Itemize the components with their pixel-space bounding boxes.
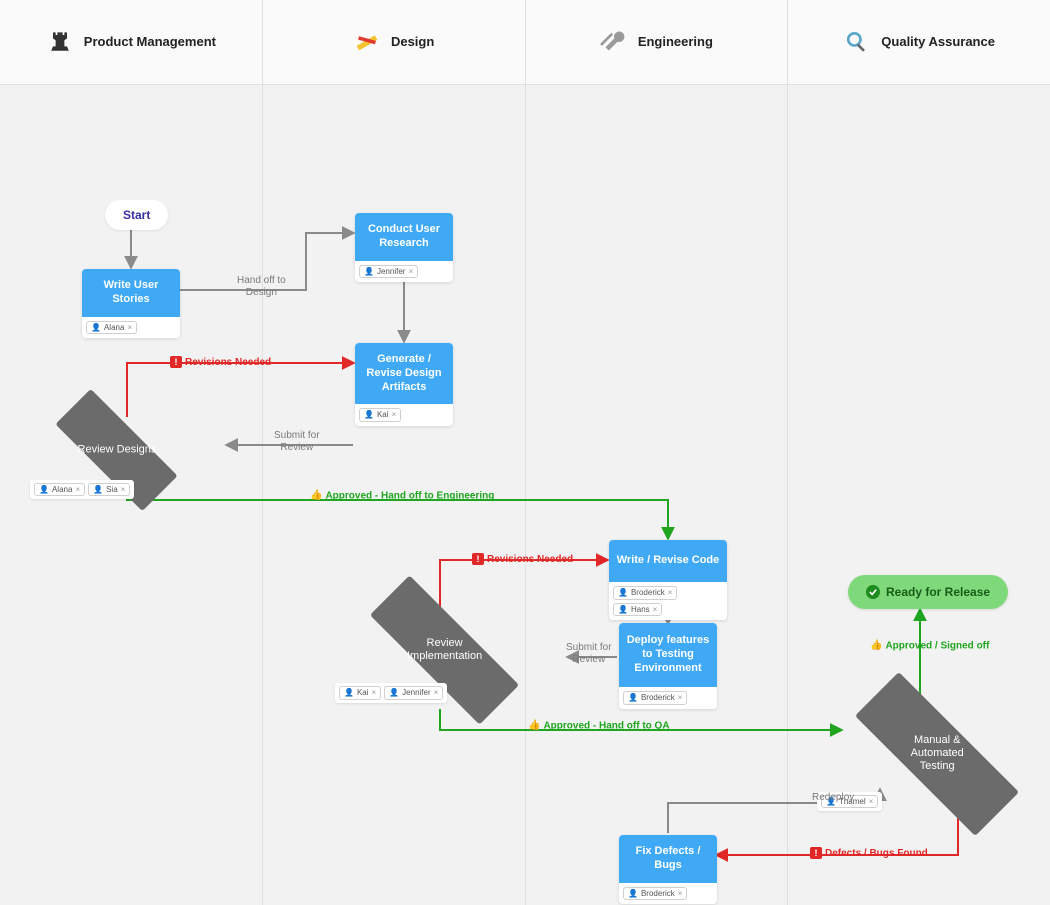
task-title: Conduct User Research (355, 213, 453, 261)
edge-label: 👍Approved - Hand off to Engineering (310, 490, 494, 502)
task-title: Fix Defects / Bugs (619, 835, 717, 883)
lane-header-eng: Engineering (526, 0, 789, 84)
lane-header-design: Design (263, 0, 526, 84)
decision-assignees: 👤Thamel × (817, 792, 882, 812)
decision-node[interactable]: Review Designs👤Alana ×👤Sia × (30, 415, 204, 486)
assignee-tag[interactable]: 👤Thamel × (821, 795, 878, 809)
assignee-tag[interactable]: 👤Broderick × (623, 887, 687, 901)
lane-title-design: Design (391, 34, 434, 50)
decision-label: ReviewImplementation (291, 636, 598, 662)
task-title: Deploy features to Testing Environment (619, 623, 717, 687)
edge-label: 👍Approved / Signed off (870, 640, 989, 652)
decision-node[interactable]: Manual &AutomatedTesting👤Thamel × (817, 710, 1050, 798)
assignee-tag[interactable]: 👤Sia × (88, 483, 130, 497)
chess-rook-icon (46, 28, 74, 56)
task-assignees: 👤Broderick × (619, 687, 717, 709)
task-assignees: 👤Alana × (82, 317, 180, 339)
assignee-tag[interactable]: 👤Kai × (359, 408, 401, 422)
task-assignees: 👤Kai × (355, 404, 453, 426)
task-node[interactable]: Generate / Revise Design Artifacts 👤Kai × (355, 343, 453, 426)
task-assignees: 👤Jennifer × (355, 261, 453, 283)
lane-title-eng: Engineering (638, 34, 713, 50)
assignee-tag[interactable]: 👤Hans × (613, 603, 662, 617)
task-node[interactable]: Fix Defects / Bugs 👤Broderick × (619, 835, 717, 904)
edge-label: !Revisions Needed (472, 553, 573, 565)
decision-label: Review Designs (0, 444, 239, 457)
assignee-tag[interactable]: 👤Kai × (339, 686, 381, 700)
edge-label: 👍Approved - Hand off to QA (528, 720, 670, 732)
lane-header-qa: Quality Assurance (788, 0, 1050, 84)
lane-header-pm: Product Management (0, 0, 263, 84)
task-title: Generate / Revise Design Artifacts (355, 343, 453, 404)
task-assignees: 👤Broderick × 👤Hans × (609, 582, 727, 620)
decision-assignees: 👤Kai ×👤Jennifer × (335, 683, 447, 703)
task-title: Write User Stories (82, 269, 180, 317)
lane-title-qa: Quality Assurance (881, 34, 995, 50)
pencil-ruler-icon (353, 28, 381, 56)
task-node[interactable]: Write User Stories 👤Alana × (82, 269, 180, 338)
decision-label: Manual &AutomatedTesting (769, 734, 1050, 774)
decision-assignees: 👤Alana ×👤Sia × (30, 480, 134, 500)
assignee-tag[interactable]: 👤Jennifer × (384, 686, 443, 700)
task-assignees: 👤Broderick × (619, 883, 717, 905)
task-node[interactable]: Write / Revise Code 👤Broderick × 👤Hans × (609, 540, 727, 620)
edge-label: !Defects / Bugs Found (810, 847, 928, 859)
assignee-tag[interactable]: 👤Alana × (34, 483, 85, 497)
assignee-tag[interactable]: 👤Alana × (86, 321, 137, 335)
task-node[interactable]: Deploy features to Testing Environment 👤B… (619, 623, 717, 709)
wrench-screwdriver-icon (600, 28, 628, 56)
decision-node[interactable]: ReviewImplementation👤Kai ×👤Jennifer × (335, 610, 554, 689)
task-title: Write / Revise Code (609, 540, 727, 582)
edge-label: Submit forReview (274, 430, 320, 453)
start-node[interactable]: Start (105, 200, 168, 230)
assignee-tag[interactable]: 👤Jennifer × (359, 265, 418, 279)
flowchart-canvas: Start Ready for Release Write User Stories… (0, 85, 1050, 905)
assignee-tag[interactable]: 👤Broderick × (613, 586, 677, 600)
magnifier-icon (843, 28, 871, 56)
swimlane-header-row: Product Management Design Engineering Qu… (0, 0, 1050, 85)
lane-title-pm: Product Management (84, 34, 216, 50)
ready-for-release-node[interactable]: Ready for Release (848, 575, 1008, 609)
assignee-tag[interactable]: 👤Broderick × (623, 691, 687, 705)
task-node[interactable]: Conduct User Research 👤Jennifer × (355, 213, 453, 282)
edge-label: Hand off toDesign (237, 275, 286, 298)
edge-label: !Revisions Needed (170, 356, 271, 368)
